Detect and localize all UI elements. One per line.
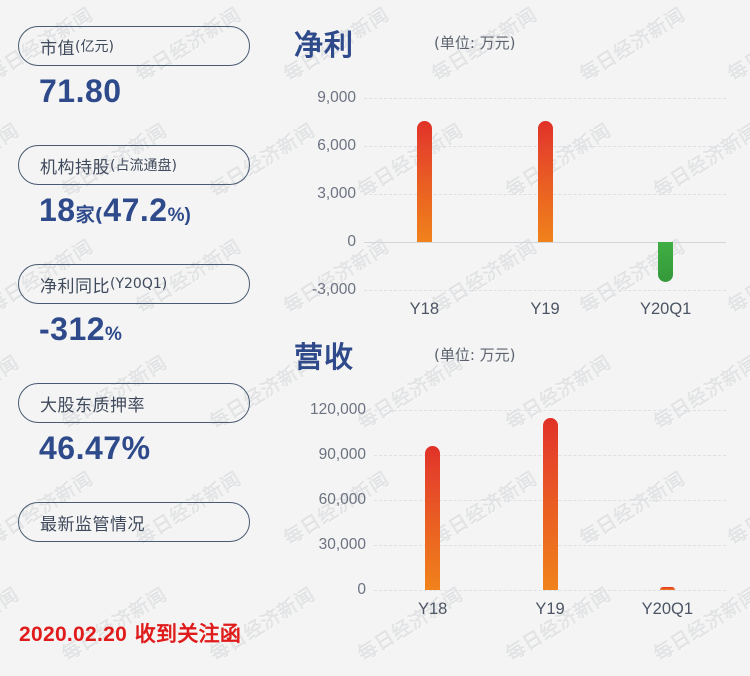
x-axis-tick-label: Y19 — [535, 600, 565, 618]
gridline — [364, 98, 726, 100]
metric-value: 71.80 — [18, 75, 250, 107]
notice-text: 收到关注函 — [134, 622, 242, 646]
bar-Y18 — [425, 446, 441, 590]
x-axis-tick-label: Y18 — [417, 600, 448, 618]
metric-label-sub: (占流通盘) — [110, 158, 177, 174]
metric-label-main: 净利同比 — [40, 276, 110, 297]
metric-value: 18家(47.2%) — [18, 194, 250, 226]
metric-4: 大股东质押率 46.47% — [18, 383, 250, 464]
metric-value-primary: -312 — [39, 311, 106, 347]
metric-label-pill[interactable]: 最新监管情况 — [18, 502, 250, 542]
chart-net-profit-unit: (单位: 万元) — [434, 34, 516, 52]
y-axis-tick-label: 120,000 — [309, 401, 366, 418]
metric-label-pill[interactable]: 机构持股 (占流通盘) — [18, 145, 250, 185]
chart-net-profit-title: 净利 — [294, 28, 355, 62]
bar-Y19 — [542, 417, 558, 590]
metric-value: 46.47% — [18, 432, 250, 464]
metrics-column: 市值 (亿元) 71.80 机构持股 (占流通盘) 18家(47.2%) 净利同比 (Y20Q… — [0, 0, 286, 676]
metric-value-unit-cn: 家( — [75, 204, 104, 226]
metric-value-secondary: 47.2 — [103, 192, 168, 228]
regulatory-notice: 2020.02.20 收到关注函 — [19, 618, 241, 648]
y-axis-tick-label: 30,000 — [318, 536, 366, 553]
metric-label-sub: (亿元) — [75, 39, 114, 55]
bar-Y20Q1 — [658, 242, 674, 283]
metric-value-primary: 18 — [39, 192, 76, 228]
y-axis-tick-label: 0 — [357, 581, 366, 598]
y-axis-tick-label: 3,000 — [317, 185, 356, 202]
bar-Y18 — [416, 120, 432, 242]
gridline — [374, 590, 726, 592]
metric-value-primary: 71.80 — [39, 73, 122, 109]
metric-1: 市值 (亿元) 71.80 — [18, 26, 250, 107]
metric-2: 机构持股 (占流通盘) 18家(47.2%) — [18, 145, 250, 226]
metric-label-main: 市值 — [40, 38, 75, 59]
gridline — [364, 290, 726, 292]
chart-net-profit-plot: 9,000 6,000 3,000 0 -3,000 Y18 Y19 Y20Q1 — [286, 14, 750, 326]
y-axis-tick-label: -3,000 — [312, 281, 356, 298]
metric-5: 最新监管情况 — [18, 502, 250, 542]
metric-label-main: 机构持股 — [40, 157, 110, 178]
metric-value-suffix: %) — [167, 205, 191, 226]
chart-revenue: 营收 (单位: 万元) 120,000 90,000 60,000 30,000 0 Y1… — [286, 326, 750, 646]
y-axis-tick-label: 0 — [347, 233, 356, 250]
chart-revenue-unit: (单位: 万元) — [434, 346, 516, 364]
metric-3: 净利同比 (Y20Q1) -312% — [18, 264, 250, 345]
zero-baseline — [364, 242, 726, 243]
metric-label-main: 最新监管情况 — [40, 514, 145, 535]
x-axis-tick-label: Y18 — [409, 300, 439, 318]
bar-Y20Q1 — [659, 586, 675, 590]
metric-label-pill[interactable]: 净利同比 (Y20Q1) — [18, 264, 250, 304]
notice-date: 2020.02.20 — [19, 623, 128, 646]
y-axis-tick-label: 6,000 — [317, 137, 356, 154]
chart-revenue-title: 营收 — [294, 340, 355, 374]
metric-value-suffix: % — [105, 324, 122, 345]
y-axis-tick-label: 60,000 — [318, 491, 366, 508]
metric-label-pill[interactable]: 市值 (亿元) — [18, 26, 250, 66]
metric-value-primary: 46.47% — [39, 430, 151, 466]
metric-label-main: 大股东质押率 — [40, 395, 145, 416]
y-axis-tick-label: 9,000 — [317, 89, 356, 106]
x-axis-tick-label: Y19 — [530, 300, 560, 318]
metric-label-pill[interactable]: 大股东质押率 — [18, 383, 250, 423]
x-axis-tick-label: Y20Q1 — [641, 600, 694, 618]
x-axis-tick-label: Y20Q1 — [639, 300, 692, 318]
metric-label-sub: (Y20Q1) — [110, 276, 168, 292]
y-axis-tick-label: 90,000 — [318, 446, 366, 463]
metric-value: -312% — [18, 313, 250, 345]
chart-revenue-plot: 120,000 90,000 60,000 30,000 0 Y18 Y19 Y20Q1 — [286, 326, 750, 646]
bar-Y19 — [537, 120, 553, 242]
chart-net-profit: 净利 (单位: 万元) 9,000 6,000 3,000 0 -3,000 Y18 Y19… — [286, 14, 750, 326]
gridline — [374, 410, 726, 412]
